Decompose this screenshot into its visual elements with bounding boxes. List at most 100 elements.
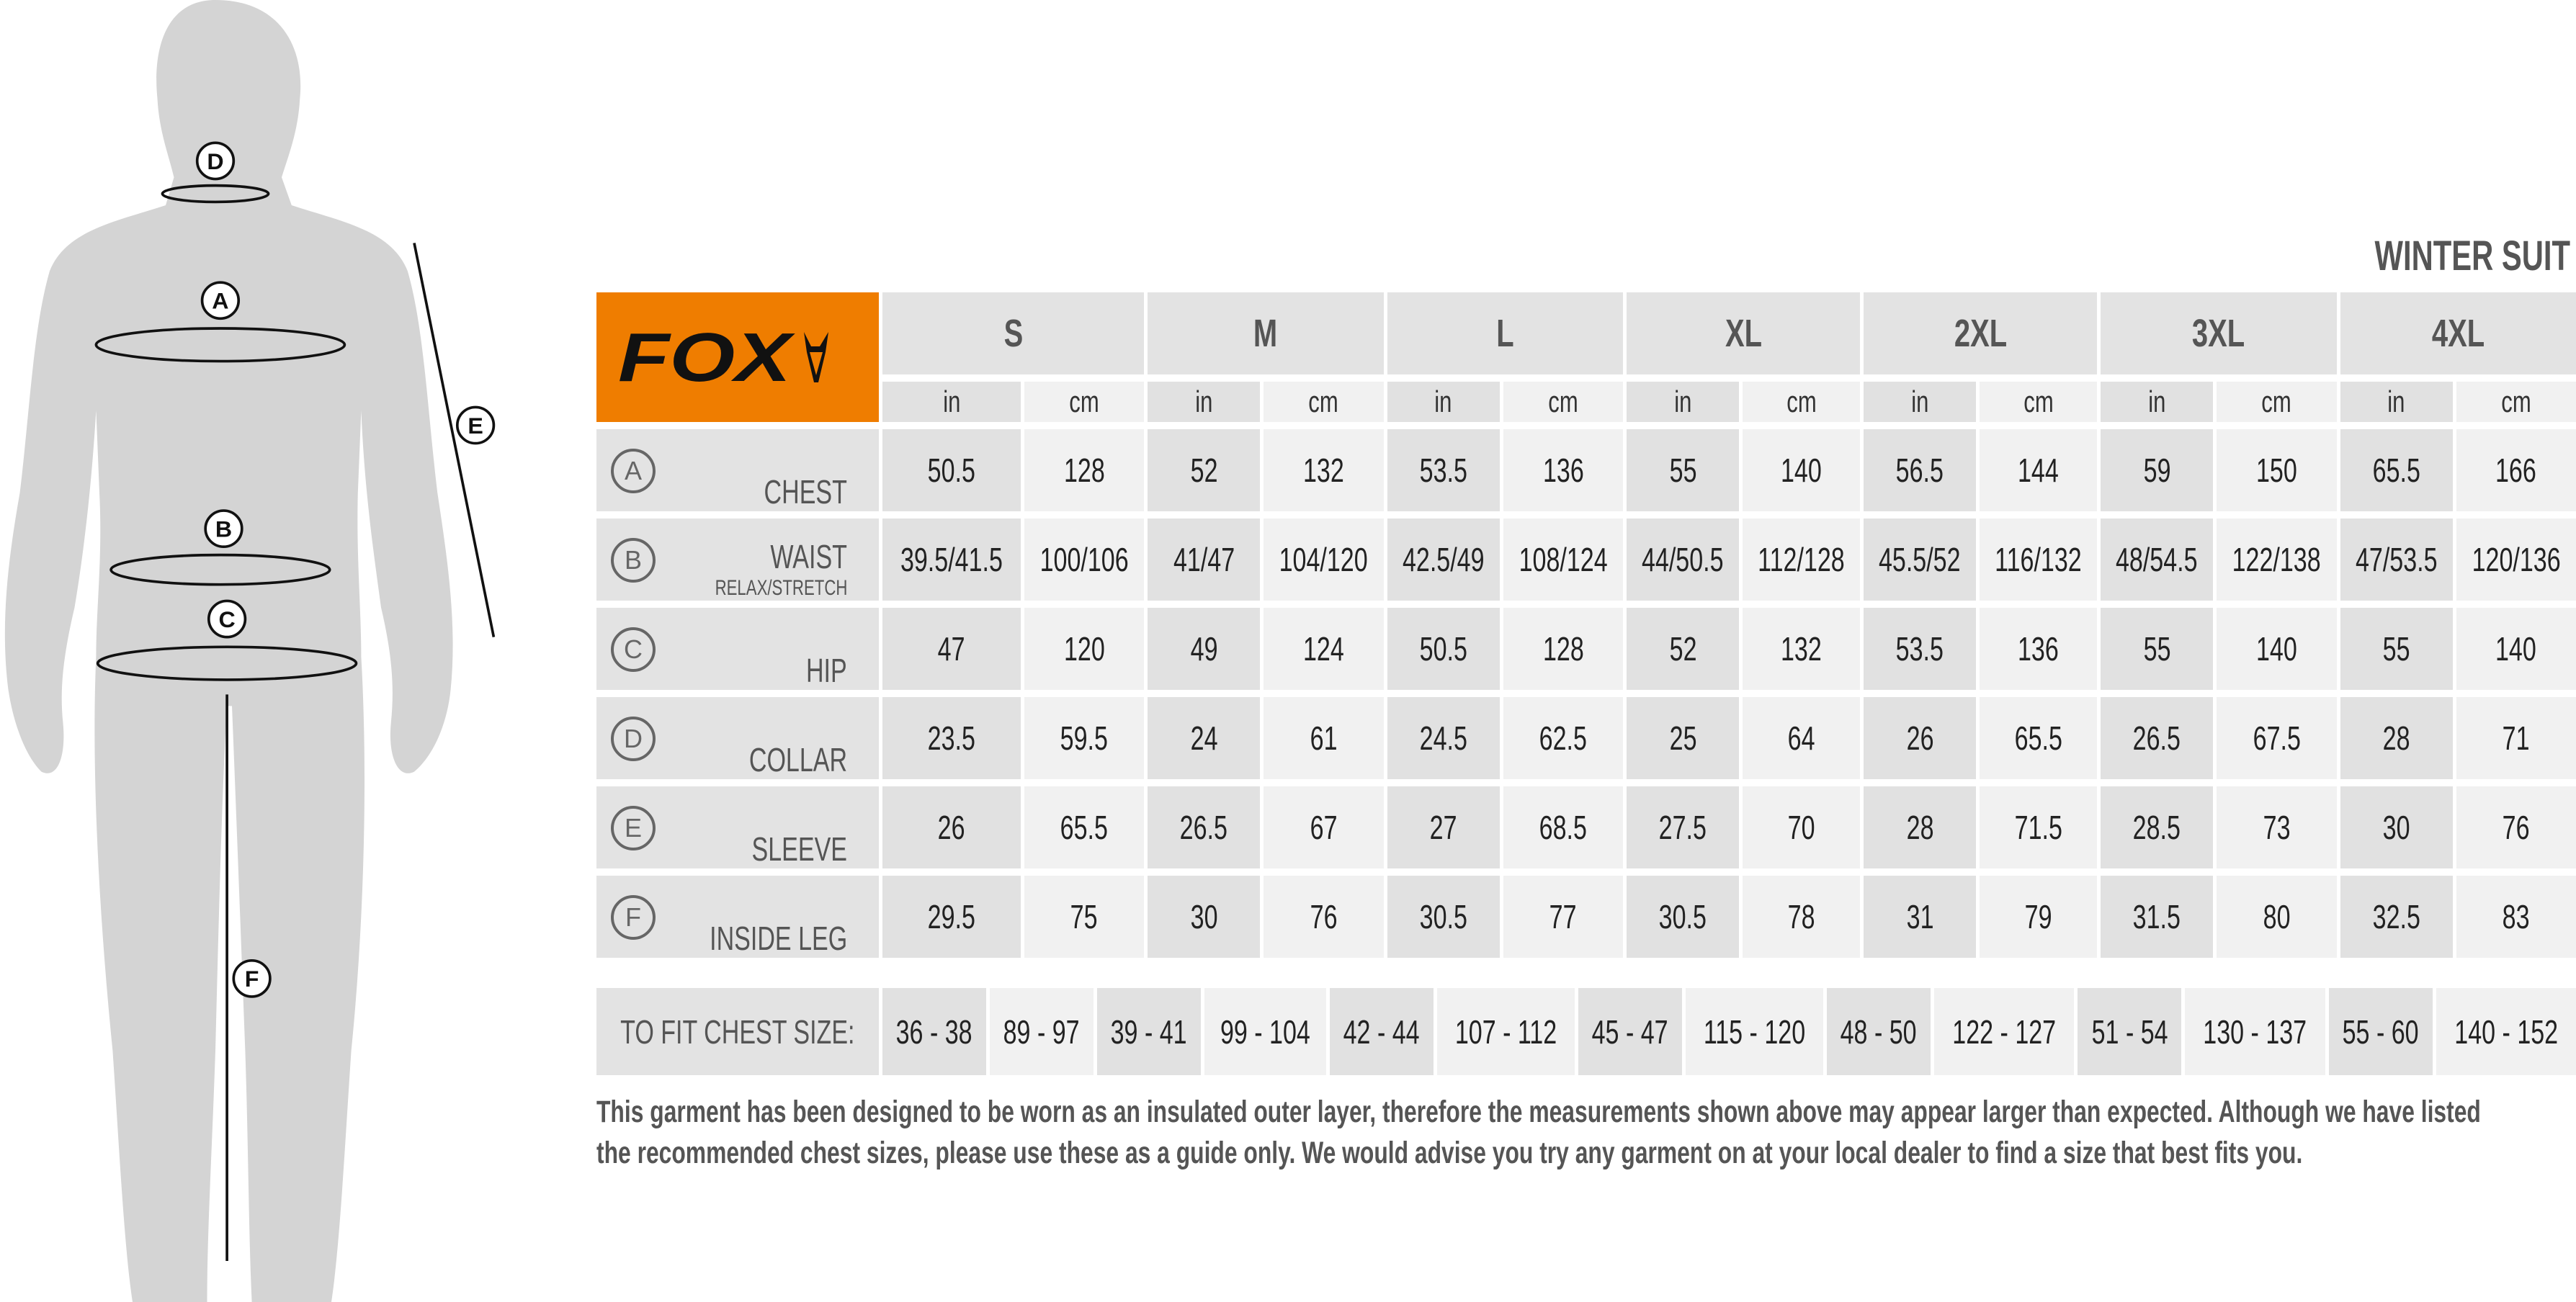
value-in-text: 65.5 — [2372, 452, 2420, 489]
unit-in: in — [1387, 382, 1500, 422]
measurement-sublabel: RELAX/STRETCH — [715, 576, 847, 600]
fit-value-in-text: 48 - 50 — [1840, 1013, 1917, 1051]
value-in: 42.5/49 — [1387, 518, 1500, 601]
value-cm-text: 136 — [2018, 630, 2060, 668]
marker-circle-icon: B — [611, 538, 656, 583]
value-cm: 100/106 — [1024, 518, 1145, 601]
marker-letter: B — [624, 545, 642, 575]
value-in-text: 55 — [2143, 630, 2171, 668]
value-cm-text: 132 — [1303, 452, 1344, 489]
value-cm-text: 112/128 — [1758, 541, 1845, 578]
value-cm-text: 140 — [2495, 630, 2537, 668]
value-cm: 128 — [1024, 429, 1145, 511]
size-header-4xl: 4XL — [2340, 292, 2576, 374]
value-in-text: 30 — [1190, 898, 1218, 935]
value-in-text: 26.5 — [1180, 809, 1228, 846]
value-in: 30 — [2340, 786, 2453, 868]
value-cm: 62.5 — [1503, 697, 1624, 779]
value-cm-text: 67 — [1310, 809, 1338, 846]
value-cm-text: 79 — [2024, 898, 2052, 935]
value-in: 25 — [1627, 697, 1740, 779]
value-cm: 71.5 — [1980, 786, 2098, 868]
value-in: 30 — [1148, 876, 1261, 958]
fit-label-text: TO FIT CHEST SIZE: — [620, 1013, 855, 1051]
value-cm: 112/128 — [1743, 518, 1861, 601]
value-in-text: 45.5/52 — [1879, 541, 1961, 578]
unit-in: in — [2340, 382, 2453, 422]
unit-in-text: in — [1434, 385, 1452, 418]
value-in-text: 59 — [2143, 452, 2171, 489]
row-label-waist: B WAIST RELAX/STRETCH — [596, 518, 879, 601]
value-in: 32.5 — [2340, 876, 2453, 958]
value-cm-text: 120 — [1063, 630, 1105, 668]
value-in-text: 30 — [2382, 809, 2410, 846]
marker-label-f: F — [245, 966, 259, 992]
value-in-text: 29.5 — [927, 898, 976, 935]
value-in: 26 — [882, 786, 1021, 868]
marker-circle-icon: F — [611, 895, 656, 940]
value-in-text: 56.5 — [1896, 452, 1944, 489]
value-in: 28 — [1864, 786, 1977, 868]
fit-value-cm-text: 89 - 97 — [1003, 1013, 1080, 1051]
value-in: 56.5 — [1864, 429, 1977, 511]
value-cm: 67 — [1264, 786, 1384, 868]
value-cm-text: 71 — [2502, 719, 2530, 757]
value-cm: 140 — [2456, 608, 2576, 690]
value-cm-text: 75 — [1070, 898, 1098, 935]
value-cm: 108/124 — [1503, 518, 1624, 601]
value-cm: 71 — [2456, 697, 2576, 779]
unit-cm: cm — [1024, 382, 1145, 422]
value-cm-text: 70 — [1787, 809, 1815, 846]
marker-circle-c — [207, 599, 247, 639]
unit-cm: cm — [1264, 382, 1384, 422]
value-cm: 64 — [1743, 697, 1861, 779]
row-label-collar: D COLLAR — [596, 697, 879, 779]
value-cm: 77 — [1503, 876, 1624, 958]
value-in: 50.5 — [882, 429, 1021, 511]
value-cm: 76 — [1264, 876, 1384, 958]
size-header-2xl-text: 2XL — [1954, 312, 2007, 355]
value-cm: 140 — [1743, 429, 1861, 511]
value-cm-text: 122/138 — [2232, 541, 2321, 578]
fit-value-cm-text: 130 - 137 — [2203, 1013, 2307, 1051]
measurement-label: CHEST — [764, 473, 847, 511]
value-cm-text: 140 — [2256, 630, 2297, 668]
product-title: WINTER SUIT — [2374, 233, 2570, 279]
size-header-l-text: L — [1496, 312, 1514, 355]
marker-letter: E — [624, 813, 642, 843]
marker-label-c: C — [218, 606, 235, 632]
marker-circle-a — [200, 281, 241, 320]
marker-letter: F — [625, 902, 641, 932]
marker-label-a: A — [212, 288, 228, 314]
value-cm: 166 — [2456, 429, 2576, 511]
collar-ellipse — [161, 184, 270, 204]
marker-circle-f — [232, 958, 272, 998]
value-in: 48/54.5 — [2101, 518, 2214, 601]
value-cm: 61 — [1264, 697, 1384, 779]
marker-letter: A — [624, 456, 642, 485]
marker-letter: C — [624, 634, 643, 664]
fox-logo-icon: FOX — [618, 319, 828, 396]
marker-circle-icon: C — [611, 627, 656, 672]
value-cm-text: 83 — [2502, 898, 2530, 935]
value-cm: 128 — [1503, 608, 1624, 690]
fit-value-in: 48 - 50 — [1826, 988, 1931, 1075]
marker-circle-icon: A — [611, 449, 656, 493]
value-cm-text: 132 — [1781, 630, 1823, 668]
value-in-text: 39.5/41.5 — [900, 541, 1003, 578]
value-in-text: 25 — [1669, 719, 1697, 757]
value-cm-text: 150 — [2256, 452, 2297, 489]
value-cm-text: 166 — [2495, 452, 2537, 489]
fit-value-in: 36 - 38 — [882, 988, 986, 1075]
value-cm: 68.5 — [1503, 786, 1624, 868]
unit-cm: cm — [1503, 382, 1624, 422]
fit-value-in: 51 - 54 — [2078, 988, 2182, 1075]
value-cm: 73 — [2217, 786, 2337, 868]
fit-value-cm-text: 107 - 112 — [1454, 1013, 1557, 1051]
value-cm: 79 — [1980, 876, 2098, 958]
waist-ellipse — [109, 553, 331, 586]
value-cm-text: 65.5 — [2014, 719, 2062, 757]
unit-cm: cm — [1743, 382, 1861, 422]
fit-value-in-text: 36 - 38 — [896, 1013, 972, 1051]
value-cm: 67.5 — [2217, 697, 2337, 779]
